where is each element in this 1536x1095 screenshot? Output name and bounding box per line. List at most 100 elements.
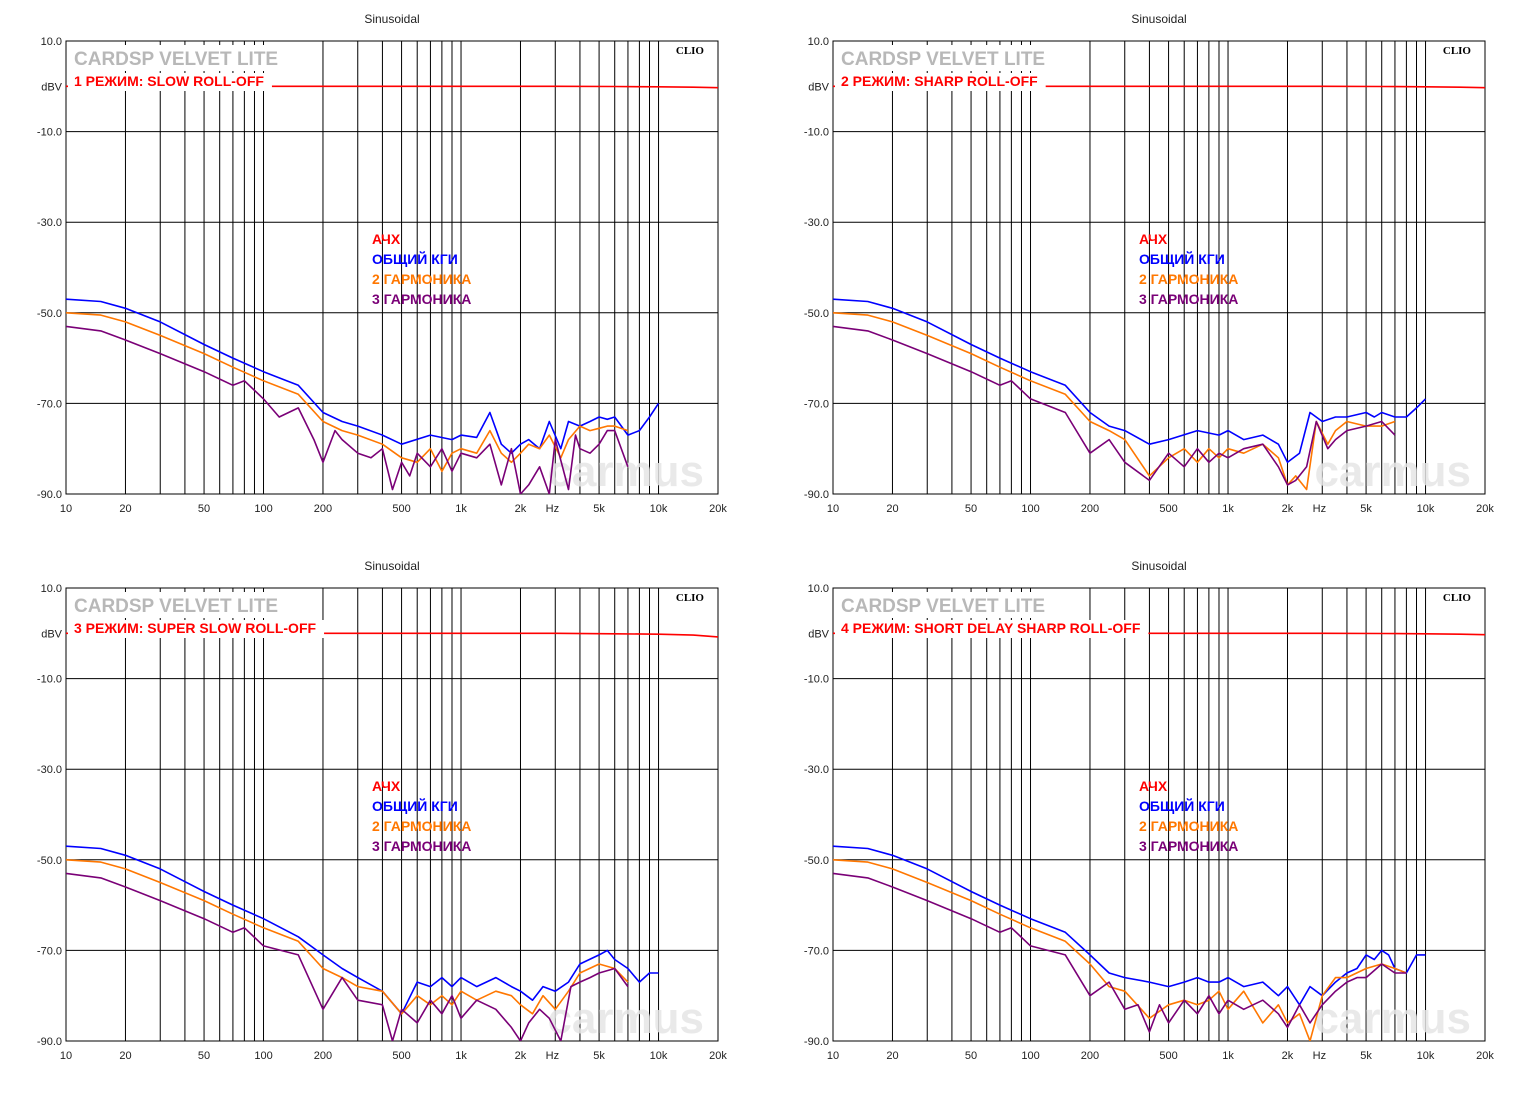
x-unit-label: Hz xyxy=(546,503,559,515)
grid xyxy=(66,588,718,1041)
x-tick-label: 200 xyxy=(1081,503,1099,515)
brand-backing xyxy=(68,45,296,71)
x-tick-label: 100 xyxy=(1021,503,1039,515)
y-tick-label: -10.0 xyxy=(804,127,829,139)
series-group xyxy=(66,632,718,1041)
x-tick-label: 50 xyxy=(965,503,977,515)
x-tick-label: 10k xyxy=(650,503,668,515)
x-tick-label: 10 xyxy=(60,1050,72,1062)
mode-label: 4 РЕЖИМ: SHORT DELAY SHARP ROLL-OFF xyxy=(841,620,1141,636)
x-tick-label: 20k xyxy=(1476,1050,1494,1062)
plot-area xyxy=(65,40,719,495)
mode-backing xyxy=(68,620,325,638)
plot-area xyxy=(832,587,1486,1042)
logo-backing xyxy=(670,43,714,59)
y-tick-label: -90.0 xyxy=(37,1036,62,1048)
series-line-3 xyxy=(833,859,1407,1041)
legend-entry-4: 3 ГАРМОНИКА xyxy=(372,291,471,307)
series-line-2 xyxy=(66,298,660,454)
x-tick-label: 10k xyxy=(1417,1050,1435,1062)
y-tick-label: -10.0 xyxy=(37,674,62,686)
x-tick-label: 2k xyxy=(515,503,527,515)
y-unit-label: dBV xyxy=(41,81,62,93)
brand-backing xyxy=(835,592,1063,618)
x-tick-label: 1k xyxy=(1222,1050,1234,1062)
y-unit-label: dBV xyxy=(808,628,829,640)
plot-area xyxy=(832,40,1486,495)
legend-entry-1: АЧХ xyxy=(372,231,401,247)
x-tick-label: 200 xyxy=(314,503,332,515)
series-line-2 xyxy=(66,845,659,1015)
legend-entry-4: 3 ГАРМОНИКА xyxy=(372,838,471,854)
series-group xyxy=(66,85,718,494)
x-tick-label: 20 xyxy=(886,1050,898,1062)
x-tick-label: 200 xyxy=(314,1050,332,1062)
y-tick-label: -50.0 xyxy=(804,308,829,320)
y-unit-label: dBV xyxy=(41,628,62,640)
mode-label: 2 РЕЖИМ: SHARP ROLL-OFF xyxy=(841,73,1038,89)
x-tick-label: 50 xyxy=(198,1050,210,1062)
x-tick-label: 1k xyxy=(455,503,467,515)
chart-title: Sinusoidal xyxy=(1131,12,1186,26)
watermark: carmus xyxy=(547,994,704,1043)
x-tick-label: 1k xyxy=(455,1050,467,1062)
chart-panel-3: Sinusoidal carmus 10.0 -10.0 -30.0 -50.0 -70.0… xyxy=(37,559,727,1062)
series-line-4 xyxy=(66,325,629,494)
mode-backing xyxy=(835,620,1149,638)
x-tick-label: 5k xyxy=(1360,1050,1372,1062)
y-tick-label: -90.0 xyxy=(37,489,62,501)
x-tick-label: 10 xyxy=(827,503,839,515)
y-tick-label: 10.0 xyxy=(808,583,829,595)
legend-entry-4: 3 ГАРМОНИКА xyxy=(1139,291,1238,307)
chart-title: Sinusoidal xyxy=(364,559,419,573)
y-tick-label: -70.0 xyxy=(37,945,62,957)
y-tick-label: -10.0 xyxy=(37,127,62,139)
y-tick-label: -50.0 xyxy=(804,855,829,867)
grid xyxy=(833,588,1485,1041)
x-tick-label: 1k xyxy=(1222,503,1234,515)
grid xyxy=(833,41,1485,494)
series-line-4 xyxy=(833,872,1407,1033)
brand-label: CARDSP VELVET LITE xyxy=(74,596,278,617)
series-line-1 xyxy=(833,85,1485,89)
legend-entry-1: АЧХ xyxy=(1139,231,1168,247)
series-line-4 xyxy=(66,872,629,1041)
x-tick-label: 50 xyxy=(965,1050,977,1062)
chart-panel-2: Sinusoidal carmus 10.0 -10.0 -30.0 -50.0 -70.0… xyxy=(804,12,1494,515)
legend-entry-3: 2 ГАРМОНИКА xyxy=(1139,818,1238,834)
logo-backing xyxy=(1437,590,1481,606)
y-tick-label: -70.0 xyxy=(804,945,829,957)
legend-entry-2: ОБЩИЙ КГИ xyxy=(1139,250,1225,267)
y-tick-label: -90.0 xyxy=(804,489,829,501)
x-tick-label: 2k xyxy=(515,1050,527,1062)
legend-entry-2: ОБЩИЙ КГИ xyxy=(372,250,458,267)
series-line-1 xyxy=(66,85,718,89)
grid xyxy=(66,41,718,494)
x-tick-label: 500 xyxy=(1159,1050,1177,1062)
x-tick-label: 20k xyxy=(709,1050,727,1062)
series-group xyxy=(833,85,1485,491)
watermark: carmus xyxy=(1314,994,1471,1043)
y-tick-label: -30.0 xyxy=(804,217,829,229)
mode-backing xyxy=(68,73,272,91)
y-tick-label: -70.0 xyxy=(804,398,829,410)
legend-entry-2: ОБЩИЙ КГИ xyxy=(1139,797,1225,814)
x-tick-label: 200 xyxy=(1081,1050,1099,1062)
x-tick-label: 10 xyxy=(827,1050,839,1062)
legend-entry-2: ОБЩИЙ КГИ xyxy=(372,797,458,814)
x-unit-label: Hz xyxy=(546,1050,559,1062)
y-tick-label: -30.0 xyxy=(37,764,62,776)
logo-backing xyxy=(670,590,714,606)
x-tick-label: 10k xyxy=(1417,503,1435,515)
mode-label: 1 РЕЖИМ: SLOW ROLL-OFF xyxy=(74,73,264,89)
x-tick-label: 100 xyxy=(254,1050,272,1062)
chart-title: Sinusoidal xyxy=(1131,559,1186,573)
x-tick-label: 100 xyxy=(254,503,272,515)
x-tick-label: 2k xyxy=(1282,503,1294,515)
y-tick-label: 10.0 xyxy=(41,36,62,48)
legend-entry-1: АЧХ xyxy=(1139,778,1168,794)
logo-backing xyxy=(1437,43,1481,59)
clio-logo: CLIO xyxy=(1443,592,1472,604)
brand-backing xyxy=(68,592,296,618)
